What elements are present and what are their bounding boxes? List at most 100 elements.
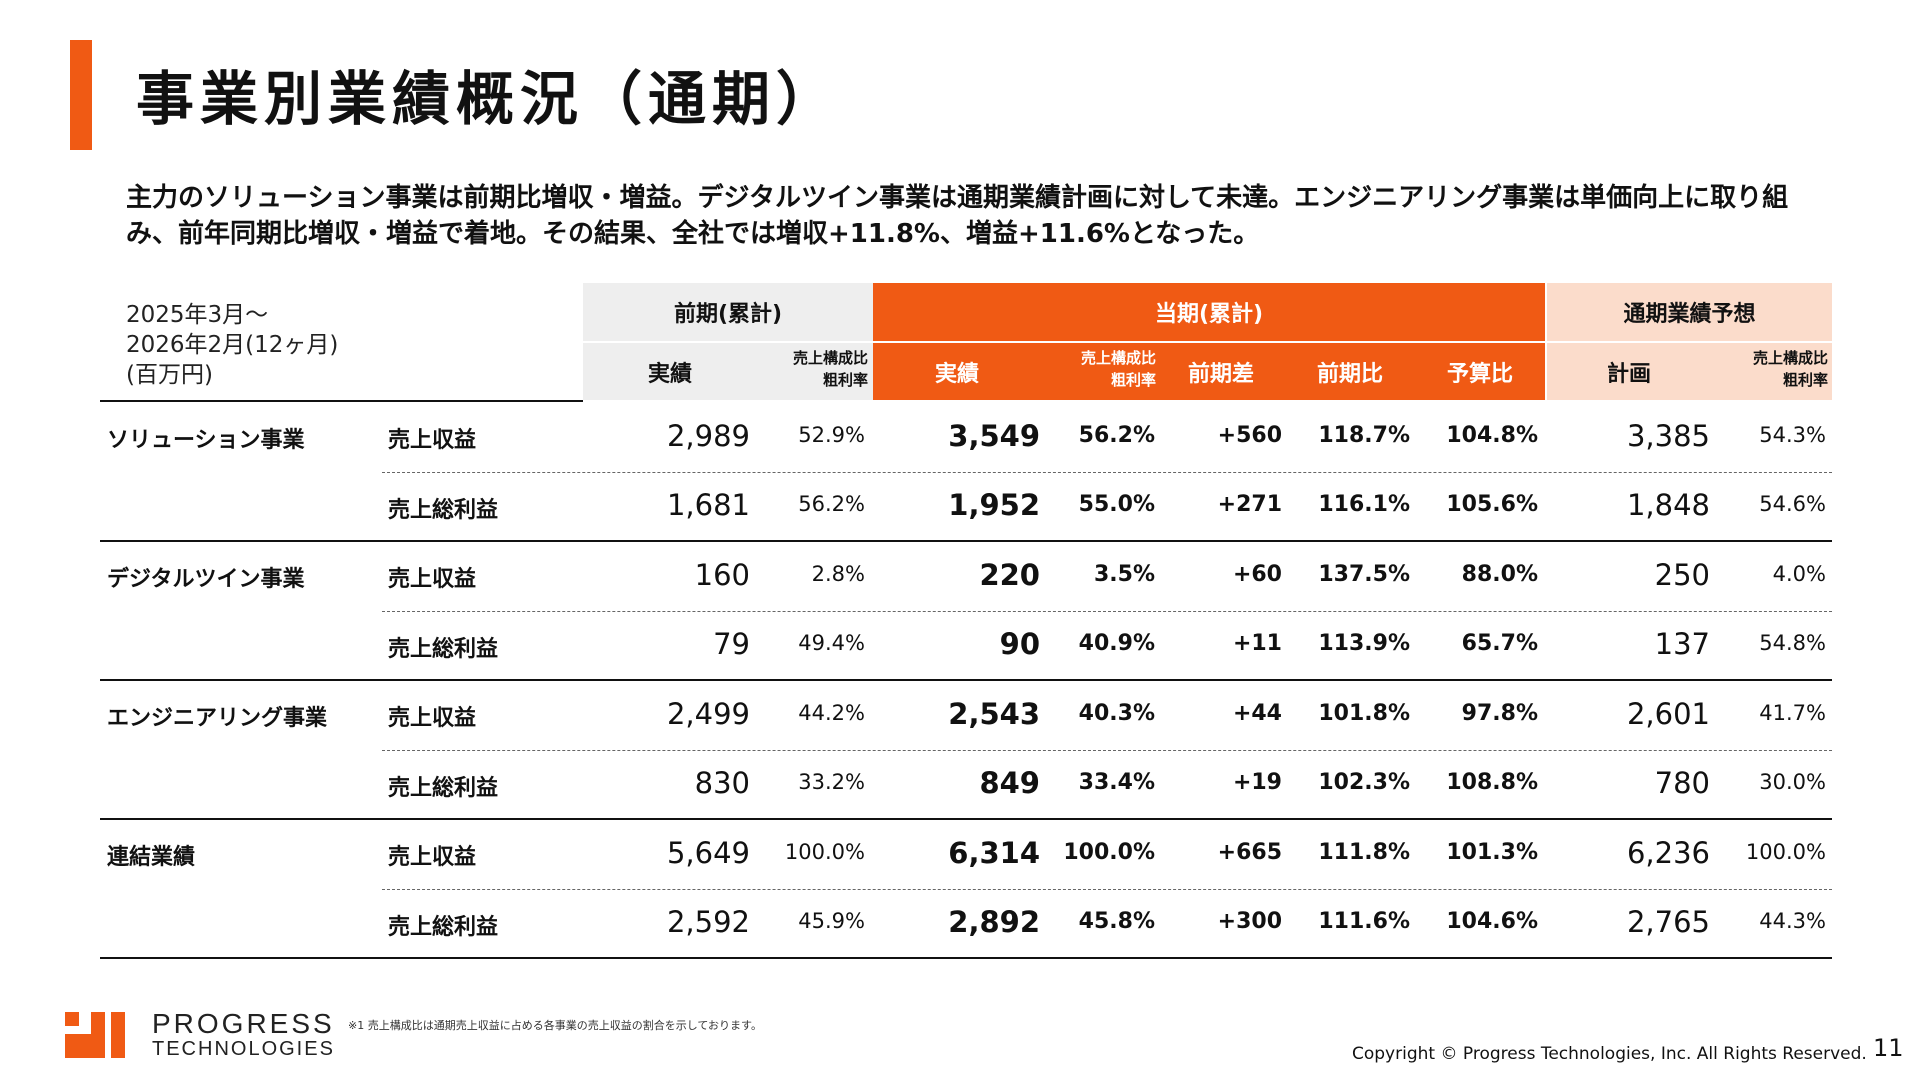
prev-actual-value: 2,989 <box>666 418 750 453</box>
plan-ratio-value: 41.7% <box>1759 700 1826 725</box>
plan-value: 780 <box>1654 766 1710 801</box>
curr-actual-value: 2,543 <box>948 696 1040 731</box>
yoy-value: 118.7% <box>1318 422 1410 448</box>
curr-actual-value: 90 <box>999 627 1040 662</box>
curr-ratio-value: 100.0% <box>1063 839 1155 865</box>
metric-label: 売上総利益 <box>388 636 499 662</box>
plan-ratio-value: 54.8% <box>1759 631 1826 656</box>
segment-divider <box>100 679 1832 681</box>
plan-value: 1,848 <box>1626 488 1710 523</box>
prev-ratio-value: 56.2% <box>798 492 865 517</box>
budget-header: 予算比 <box>1447 362 1514 387</box>
budget-value: 105.6% <box>1446 492 1538 518</box>
plan-value: 2,765 <box>1626 905 1710 940</box>
yoy-value: 111.8% <box>1318 839 1410 865</box>
plan-ratio-value: 4.0% <box>1772 561 1826 586</box>
curr-ratio-value: 40.3% <box>1078 700 1155 726</box>
metric-label: 売上収益 <box>388 845 477 870</box>
prev-actual-value: 5,649 <box>666 835 750 870</box>
segment-divider <box>100 818 1832 820</box>
plan-ratio-line2: 粗利率 <box>1782 371 1828 389</box>
plan-header: 計画 <box>1607 362 1652 387</box>
period-line-2: 2026年2月(12ヶ月) <box>126 332 339 358</box>
metric-label: 売上総利益 <box>388 775 499 801</box>
prev-ratio-value: 33.2% <box>798 770 865 795</box>
curr-actual-value: 1,952 <box>948 488 1040 523</box>
curr-ratio-value: 56.2% <box>1078 422 1155 448</box>
yoy-value: 111.6% <box>1318 909 1410 935</box>
yoy-value: 116.1% <box>1318 492 1410 518</box>
plan-ratio-value: 54.3% <box>1759 422 1826 447</box>
metric-label: 売上収益 <box>388 567 477 592</box>
segment-label: ソリューション事業 <box>107 428 305 453</box>
curr-ratio-value: 55.0% <box>1078 492 1155 518</box>
prev-actual-value: 160 <box>694 557 750 592</box>
plan-ratio-value: 30.0% <box>1759 770 1826 795</box>
curr-ratio-line1: 売上構成比 <box>1080 349 1156 367</box>
page-title: 事業別業績概況（通期） <box>136 65 841 133</box>
segment-divider <box>100 540 1832 542</box>
summary-text: 主力のソリューション事業は前期比増収・増益。デジタルツイン事業は通期業績計画に対… <box>126 183 1789 249</box>
row-divider <box>382 749 1832 751</box>
segment-divider <box>100 957 1832 959</box>
prev-ratio-value: 49.4% <box>798 631 865 656</box>
diff-value: +560 <box>1217 422 1282 448</box>
budget-value: 65.7% <box>1461 631 1538 657</box>
diff-value: +665 <box>1217 839 1282 865</box>
curr-ratio-value: 3.5% <box>1093 561 1155 587</box>
diff-header: 前期差 <box>1188 362 1255 387</box>
curr-ratio-line2: 粗利率 <box>1110 371 1156 389</box>
metric-label: 売上収益 <box>388 428 477 453</box>
budget-value: 88.0% <box>1461 561 1538 587</box>
prev-actual-value: 79 <box>713 627 750 662</box>
diff-value: +11 <box>1232 631 1282 657</box>
curr-ratio-value: 45.8% <box>1078 909 1155 935</box>
plan-value: 3,385 <box>1626 418 1710 453</box>
page-number: 11 <box>1873 1034 1904 1062</box>
curr-ratio-value: 40.9% <box>1078 631 1155 657</box>
diff-value: +60 <box>1232 561 1282 587</box>
budget-value: 108.8% <box>1446 770 1538 796</box>
prev-ratio-header: 売上構成比 粗利率 <box>760 347 868 391</box>
segment-label: デジタルツイン事業 <box>107 567 305 592</box>
plan-value: 250 <box>1654 557 1710 592</box>
plan-ratio-header: 売上構成比 粗利率 <box>1720 347 1828 391</box>
metric-label: 売上総利益 <box>388 914 499 940</box>
forecast-subheader-bg <box>1547 343 1832 400</box>
metric-label: 売上総利益 <box>388 497 499 523</box>
header-bottom-rule <box>100 400 583 402</box>
segment-label: 連結業績 <box>107 845 196 870</box>
progress-logo-icon <box>65 1012 125 1058</box>
yoy-header: 前期比 <box>1317 362 1384 387</box>
prev-actual-header: 実績 <box>648 362 693 387</box>
prev-ratio-value: 52.9% <box>798 422 865 447</box>
curr-actual-value: 849 <box>979 766 1040 801</box>
budget-value: 104.8% <box>1446 422 1538 448</box>
prev-actual-value: 2,499 <box>666 696 750 731</box>
prev-subheader-bg <box>583 343 873 400</box>
row-divider <box>382 888 1832 890</box>
curr-actual-header: 実績 <box>935 362 980 387</box>
metric-label: 売上収益 <box>388 706 477 731</box>
prev-period-header: 前期(累計) <box>583 283 873 341</box>
prev-actual-value: 2,592 <box>666 905 750 940</box>
footnote: ※1 売上構成比は通期売上収益に占める各事業の売上収益の割合を示しております。 <box>348 1019 762 1032</box>
title-accent-bar <box>70 40 92 150</box>
plan-value: 6,236 <box>1626 835 1710 870</box>
diff-value: +300 <box>1217 909 1282 935</box>
budget-value: 97.8% <box>1461 700 1538 726</box>
prev-actual-value: 1,681 <box>666 488 750 523</box>
prev-ratio-value: 100.0% <box>784 839 865 864</box>
plan-value: 137 <box>1654 627 1710 662</box>
diff-value: +19 <box>1232 770 1282 796</box>
logo-text-progress: PROGRESS <box>152 1008 335 1039</box>
logo-text-technologies: TECHNOLOGIES <box>152 1038 335 1060</box>
prev-ratio-value: 44.2% <box>798 700 865 725</box>
forecast-header: 通期業績予想 <box>1547 283 1832 341</box>
row-divider <box>382 471 1832 473</box>
curr-period-header: 当期(累計) <box>873 283 1545 341</box>
curr-actual-value: 220 <box>979 557 1040 592</box>
diff-value: +44 <box>1232 700 1282 726</box>
plan-ratio-line1: 売上構成比 <box>1752 349 1828 367</box>
period-label: 2025年3月～ 2026年2月(12ヶ月) (百万円) <box>126 300 338 390</box>
